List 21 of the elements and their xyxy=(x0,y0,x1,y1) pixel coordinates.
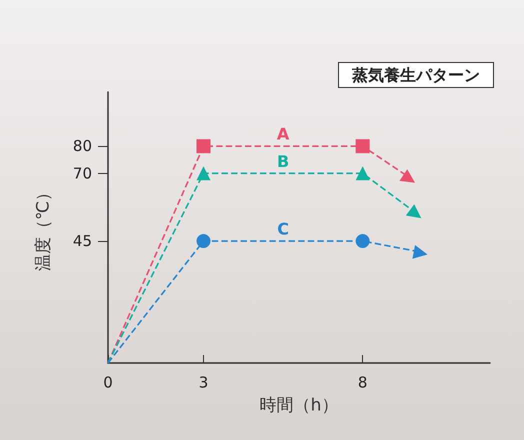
x-tick-label: 0 xyxy=(103,374,113,392)
point xyxy=(356,166,370,180)
series-label: A xyxy=(276,124,290,144)
point xyxy=(356,139,370,154)
series-label: B xyxy=(276,152,290,171)
y-tick-label: 45 xyxy=(72,232,92,250)
point xyxy=(399,169,415,183)
point xyxy=(356,234,370,248)
point xyxy=(196,139,210,154)
y-axis-title: 温度（℃） xyxy=(34,184,54,272)
x-tick-label: 3 xyxy=(198,374,208,392)
point xyxy=(196,166,210,180)
point xyxy=(412,245,428,259)
chart-title: 蒸気養生パターン xyxy=(351,66,480,84)
point xyxy=(406,204,422,218)
series-label: C xyxy=(277,220,289,239)
x-tick-label: 8 xyxy=(358,374,368,392)
y-tick-label: 80 xyxy=(72,137,92,156)
point xyxy=(196,234,210,248)
y-tick-label: 70 xyxy=(72,164,92,182)
x-axis-title: 時間（h） xyxy=(260,396,338,416)
